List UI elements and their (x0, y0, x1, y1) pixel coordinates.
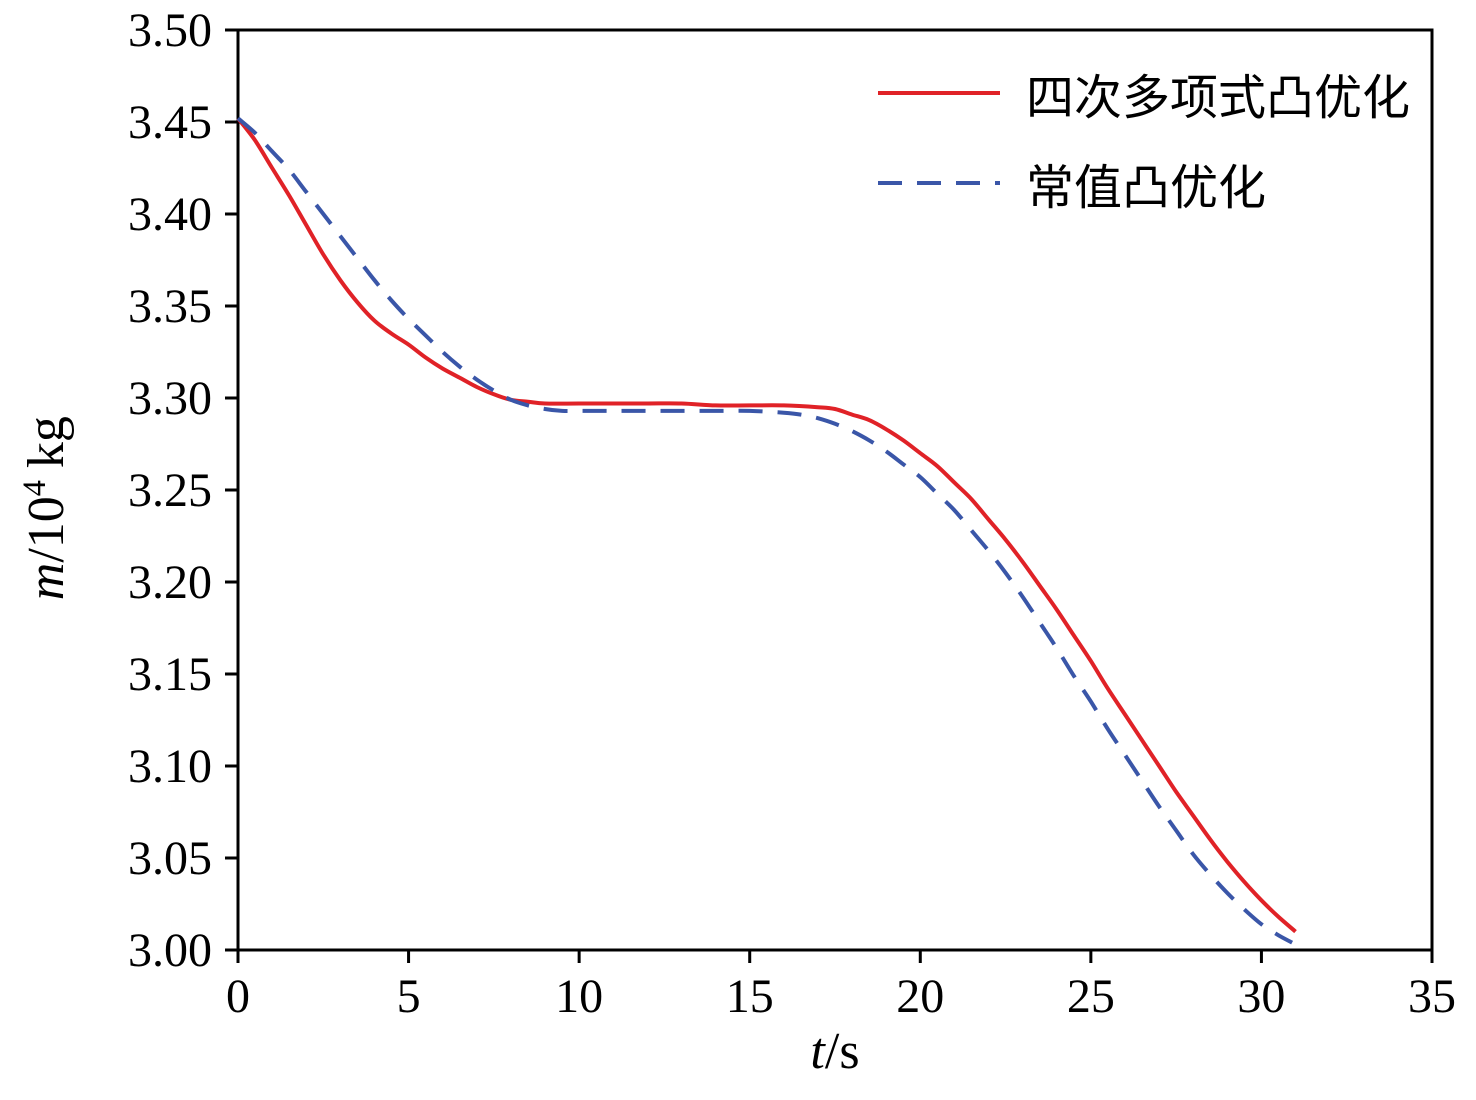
legend-item-quartic: 四次多项式凸优化 (877, 58, 1410, 128)
legend-line-solid-red (877, 91, 1000, 95)
legend-label-quartic: 四次多项式凸优化 (1025, 72, 1410, 125)
svg-text:3.15: 3.15 (128, 648, 212, 701)
svg-text:3.30: 3.30 (128, 372, 212, 425)
legend: 四次多项式凸优化 常值凸优化 (877, 58, 1410, 218)
svg-text:15: 15 (726, 970, 774, 1023)
svg-text:30: 30 (1237, 970, 1285, 1023)
series-line-1 (236, 116, 1294, 945)
y-axis-label-unit: kg (18, 416, 76, 469)
svg-text:35: 35 (1408, 970, 1456, 1023)
svg-text:10: 10 (555, 970, 603, 1023)
svg-text:3.45: 3.45 (128, 96, 212, 149)
y-axis-label-divisor: /10 (18, 496, 76, 563)
svg-text:3.20: 3.20 (128, 556, 212, 609)
legend-item-constant: 常值凸优化 (877, 148, 1410, 218)
svg-text:3.00: 3.00 (128, 924, 212, 977)
svg-text:0: 0 (226, 970, 250, 1023)
y-axis-label-exponent: 4 (15, 480, 52, 497)
y-axis-label-symbol: m (18, 562, 76, 601)
svg-text:5: 5 (397, 970, 421, 1023)
legend-line-dashed-blue (877, 181, 1000, 185)
x-axis-label-symbol: t (810, 1023, 825, 1080)
x-axis-label-unit: /s (824, 1023, 860, 1080)
svg-text:3.40: 3.40 (128, 188, 212, 241)
x-axis-label: t/s (238, 1022, 1432, 1081)
svg-text:3.10: 3.10 (128, 740, 212, 793)
svg-text:3.50: 3.50 (128, 4, 212, 57)
svg-text:3.35: 3.35 (128, 280, 212, 333)
legend-label-constant: 常值凸优化 (1025, 162, 1266, 215)
series-line-0 (236, 117, 1297, 934)
svg-text:3.05: 3.05 (128, 832, 212, 885)
svg-text:20: 20 (896, 970, 944, 1023)
y-axis-label: m/104 kg (16, 308, 76, 708)
svg-text:25: 25 (1067, 970, 1115, 1023)
svg-text:3.25: 3.25 (128, 464, 212, 517)
